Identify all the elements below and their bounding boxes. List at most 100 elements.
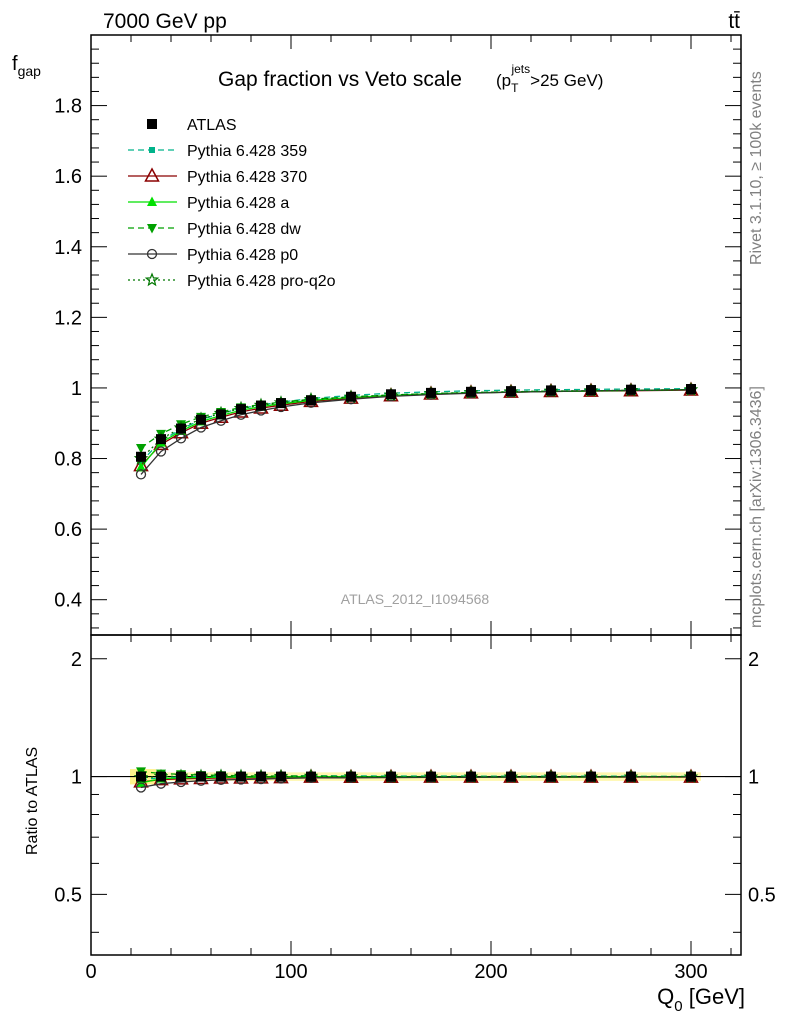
data-point: [176, 423, 186, 434]
data-point: [276, 398, 286, 409]
y-tick-label: 1: [71, 378, 82, 400]
data-point: [546, 385, 556, 396]
data-point: [155, 446, 167, 457]
plot-title-cut: (pTjets>25 GeV): [496, 62, 603, 95]
y-tick-label: 1.6: [54, 166, 82, 188]
y-tick-label: 0.8: [54, 449, 82, 471]
y-tick-label: 1.2: [54, 307, 82, 329]
y-tick-label: 0.4: [54, 590, 82, 612]
x-tick-label: 200: [474, 961, 507, 983]
x-axis-title: Q0 [GeV]: [657, 984, 745, 1015]
data-point: [626, 384, 636, 395]
legend-entry: ATLAS: [147, 117, 237, 134]
series-pythia-6-428-dw: [136, 385, 696, 783]
data-point: [136, 771, 146, 782]
legend-label: Pythia 6.428 pro-q2o: [187, 273, 336, 290]
data-point: [546, 771, 556, 782]
series-line: [140, 389, 692, 475]
ratio-tick-label-right: 0.5: [748, 884, 776, 906]
legend-entry: Pythia 6.428 359: [128, 143, 307, 160]
data-point: [586, 385, 596, 396]
data-point: [586, 771, 596, 782]
data-point: [626, 771, 636, 782]
data-point: [236, 404, 246, 415]
data-point: [276, 771, 286, 782]
data-point: [346, 771, 356, 782]
data-point: [135, 469, 147, 480]
data-point: [144, 167, 160, 182]
legend-entry: Pythia 6.428 pro-q2o: [128, 272, 336, 290]
data-point: [147, 196, 157, 206]
legend-label: Pythia 6.428 a: [187, 195, 289, 212]
data-point: [426, 771, 436, 782]
legend-label: Pythia 6.428 dw: [187, 221, 301, 238]
series-pythia-6-428-a: [136, 384, 696, 788]
data-point: [136, 451, 146, 462]
data-point: [686, 384, 696, 394]
data-point: [256, 771, 266, 782]
y-tick-label: 1.8: [54, 96, 82, 118]
y-tick-label: 0.6: [54, 519, 82, 541]
plot-title: Gap fraction vs Veto scale: [218, 68, 462, 91]
ratio-tick-label-left: 0.5: [54, 884, 82, 906]
data-point: [346, 391, 356, 402]
y-tick-label: 1.4: [54, 237, 82, 259]
data-point: [216, 409, 226, 420]
collision-label: 7000 GeV pp: [103, 10, 227, 33]
data-point: [506, 771, 516, 782]
ratio-tick-label-right: 1: [748, 767, 759, 789]
data-point: [149, 147, 155, 153]
data-point: [426, 387, 436, 398]
data-point: [686, 771, 696, 782]
legend-label: ATLAS: [187, 117, 237, 134]
ratio-tick-label-left: 1: [71, 767, 82, 789]
x-tick-label: 100: [274, 961, 307, 983]
legend-entry: Pythia 6.428 a: [128, 195, 289, 212]
ratio-tick-label-right: 2: [748, 649, 759, 671]
series-group: [133, 381, 699, 793]
data-point: [156, 434, 166, 445]
rivet-version-label: Rivet 3.1.10, ≥ 100k events: [748, 71, 765, 265]
series-pythia-6-428-p0: [135, 384, 697, 793]
series-pythia-6-428-370: [133, 381, 699, 788]
data-point: [256, 400, 266, 411]
legend-label: Pythia 6.428 p0: [187, 247, 298, 264]
data-point: [136, 777, 146, 788]
series-pythia-6-428-359: [138, 385, 694, 783]
data-point: [175, 433, 187, 444]
ratio-plot-frame: [90, 634, 742, 956]
legend: ATLAS Pythia 6.428 359 Pythia 6.428 370 Pyt…: [128, 117, 336, 290]
data-point: [136, 443, 146, 454]
ratio-tick-label-left: 2: [71, 649, 82, 671]
data-point: [176, 771, 186, 782]
legend-entry: Pythia 6.428 370: [128, 167, 307, 186]
source-label: mcplots.cern.ch [arXiv:1306.3436]: [748, 386, 765, 628]
ratio-y-axis-title: Ratio to ATLAS: [24, 747, 41, 855]
analysis-watermark: ATLAS_2012_I1094568: [341, 591, 490, 607]
series-line: [140, 389, 692, 459]
y-axis-title: fgap: [12, 53, 41, 79]
series-line: [140, 387, 692, 463]
x-tick-label: 0: [85, 961, 96, 983]
data-point: [144, 272, 160, 287]
series-line: [140, 389, 692, 467]
data-point: [216, 771, 226, 782]
legend-entry: Pythia 6.428 dw: [128, 221, 301, 238]
legend-label: Pythia 6.428 370: [187, 169, 307, 186]
data-point: [196, 414, 206, 425]
data-point: [146, 248, 158, 260]
data-point: [506, 386, 516, 397]
legend-entry: Pythia 6.428 p0: [128, 247, 298, 264]
data-point: [306, 395, 316, 406]
data-point: [147, 224, 157, 234]
process-label: tt̄: [728, 10, 740, 33]
data-point: [236, 771, 246, 782]
data-point: [306, 771, 316, 782]
data-point: [147, 119, 157, 129]
x-tick-label: 300: [674, 961, 707, 983]
data-point: [466, 771, 476, 782]
data-point: [386, 389, 396, 400]
series-pythia-6-428-pro-q2o: [133, 382, 699, 784]
data-point: [466, 386, 476, 397]
